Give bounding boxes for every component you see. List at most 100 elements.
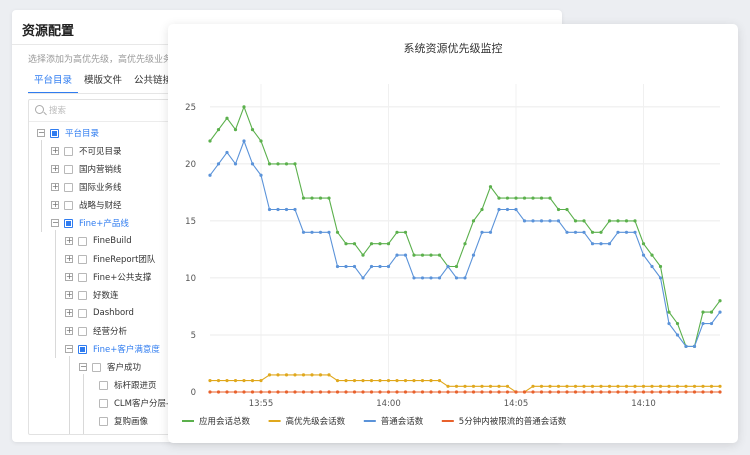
tree-node[interactable]: 标杆跟进页: [99, 377, 157, 393]
tree-checkbox[interactable]: [64, 218, 73, 228]
data-point: [573, 230, 578, 234]
tree-checkbox[interactable]: [78, 254, 87, 264]
data-point: [616, 219, 620, 223]
tree-checkbox[interactable]: [78, 326, 87, 336]
data-point: [556, 219, 561, 223]
expand-icon[interactable]: +: [65, 326, 73, 335]
tree-node[interactable]: + FineBuild: [65, 233, 132, 249]
data-point: [446, 264, 450, 269]
tab-platform-directory[interactable]: 平台目录: [28, 72, 79, 94]
tree-node-label: FineReport团队: [93, 255, 156, 265]
data-point: [616, 390, 620, 394]
collapse-icon[interactable]: −: [37, 128, 45, 137]
tree-checkbox[interactable]: [99, 398, 108, 408]
data-point: [233, 128, 238, 132]
collapse-icon[interactable]: −: [79, 362, 87, 371]
expand-icon[interactable]: +: [65, 236, 73, 245]
tree-checkbox[interactable]: [99, 416, 108, 426]
tree-node[interactable]: + 经营分析: [65, 323, 127, 339]
tree-node-label: 战略与财经: [79, 201, 122, 211]
expand-icon[interactable]: +: [51, 182, 59, 191]
tree-node[interactable]: CLM客户分层-: [99, 395, 169, 411]
data-point: [208, 378, 212, 383]
tree-checkbox[interactable]: [78, 236, 87, 246]
tree-checkbox[interactable]: [78, 290, 87, 300]
tree-checkbox[interactable]: [64, 200, 73, 210]
x-tick-label: 14:00: [376, 399, 401, 409]
collapse-icon[interactable]: −: [51, 218, 59, 227]
data-point: [412, 378, 416, 383]
data-point: [361, 378, 365, 383]
tree-node[interactable]: − 客户成功: [79, 359, 141, 375]
data-point: [488, 384, 493, 388]
tree-checkbox[interactable]: [78, 344, 87, 354]
tree-node[interactable]: − 平台目录: [37, 125, 99, 141]
data-point: [318, 390, 323, 394]
data-point: [395, 230, 399, 234]
data-point: [471, 390, 476, 394]
tree-checkbox[interactable]: [64, 182, 73, 192]
data-point: [378, 242, 382, 246]
data-point: [267, 373, 272, 377]
data-point: [633, 219, 637, 223]
data-point: [718, 310, 722, 314]
search-input[interactable]: 搜索: [29, 100, 187, 122]
tree-checkbox[interactable]: [50, 128, 59, 138]
data-point: [344, 378, 348, 383]
search-icon: [35, 105, 44, 114]
expand-icon[interactable]: +: [51, 164, 59, 173]
data-point: [709, 321, 714, 326]
expand-icon[interactable]: +: [51, 200, 59, 209]
tree-node[interactable]: − Fine+产品线: [51, 215, 129, 231]
data-point: [352, 242, 357, 246]
data-point: [463, 242, 467, 246]
tree-node[interactable]: + 不可见目录: [51, 143, 122, 159]
data-point: [242, 390, 246, 394]
expand-icon[interactable]: +: [65, 254, 73, 263]
data-point: [412, 390, 416, 394]
data-point: [352, 390, 357, 394]
tree-checkbox[interactable]: [92, 362, 101, 372]
expand-icon[interactable]: +: [65, 272, 73, 281]
data-point: [488, 390, 493, 394]
tree-node[interactable]: − Fine+客户满意度: [65, 341, 160, 357]
tree-node[interactable]: 复购画像: [99, 413, 148, 429]
data-point: [225, 150, 229, 155]
data-point: [607, 219, 612, 223]
tab-template-files[interactable]: 模版文件: [84, 75, 123, 86]
data-point: [250, 378, 255, 383]
data-point: [599, 230, 603, 234]
expand-icon[interactable]: +: [65, 308, 73, 317]
tab-public-links[interactable]: 公共链接: [134, 75, 173, 86]
data-point: [488, 230, 493, 234]
tree-node[interactable]: + 国际业务线: [51, 179, 122, 195]
data-point: [650, 384, 654, 388]
tree-checkbox[interactable]: [64, 164, 73, 174]
data-point: [216, 390, 221, 394]
expand-icon[interactable]: +: [51, 146, 59, 155]
data-point: [522, 219, 527, 223]
tree-checkbox[interactable]: [64, 146, 73, 156]
data-point: [420, 276, 425, 280]
tree-node[interactable]: + FineReport团队: [65, 251, 155, 267]
tree-node[interactable]: + Dashbord: [65, 305, 134, 321]
data-point: [386, 378, 391, 383]
tree-node[interactable]: + 好数连: [65, 287, 119, 303]
data-point: [582, 230, 586, 234]
tree-node[interactable]: + 战略与财经: [51, 197, 122, 213]
data-point: [667, 384, 671, 388]
data-point: [437, 390, 442, 394]
expand-icon[interactable]: +: [65, 290, 73, 299]
tree-checkbox[interactable]: [78, 272, 87, 282]
tree-checkbox[interactable]: [78, 308, 87, 318]
data-point: [344, 264, 348, 269]
data-point: [488, 185, 493, 189]
data-point: [599, 384, 603, 388]
tree-node[interactable]: + 国内营销线: [51, 161, 122, 177]
y-tick-label: 15: [185, 217, 196, 227]
tree-node-label: 好数连: [93, 291, 119, 301]
tree-node[interactable]: + Fine+公共支撑: [65, 269, 151, 285]
collapse-icon[interactable]: −: [65, 344, 73, 353]
tree-checkbox[interactable]: [99, 380, 108, 390]
data-point: [497, 390, 501, 394]
